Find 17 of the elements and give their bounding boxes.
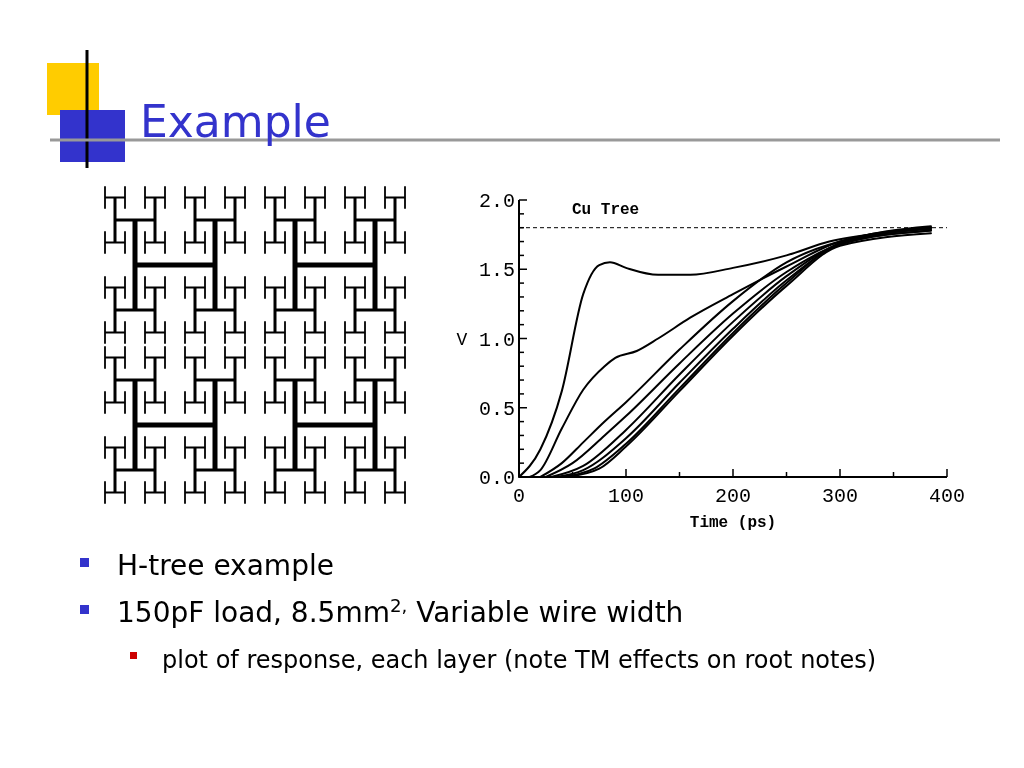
chart-title: Example (140, 96, 331, 147)
x-tick-label: 0 (512, 485, 526, 508)
y-tick-label: 0.5 (478, 397, 515, 421)
x-tick-label: 300 (821, 485, 859, 508)
text: H-tree example (117, 549, 334, 582)
annotation: Cu Tree (572, 201, 640, 219)
y-tick-label: 0.0 (478, 467, 515, 490)
y-tick-label: 1.0 (478, 328, 515, 352)
y-tick-label: 2.0 (478, 190, 515, 213)
x-tick-label: 200 (714, 485, 752, 508)
y-axis-title: V (456, 329, 468, 350)
text: plot of response, each layer (note TM effects on root notes) (162, 646, 877, 674)
text: 150pF load, 8.5mm$^{2,}$ Variable wire width (117, 594, 684, 629)
y-tick-label: 1.5 (478, 259, 515, 283)
x-axis-title: Time (ps) (689, 514, 777, 532)
x-tick-label: 100 (607, 485, 645, 508)
x-tick-label: 400 (928, 485, 966, 508)
